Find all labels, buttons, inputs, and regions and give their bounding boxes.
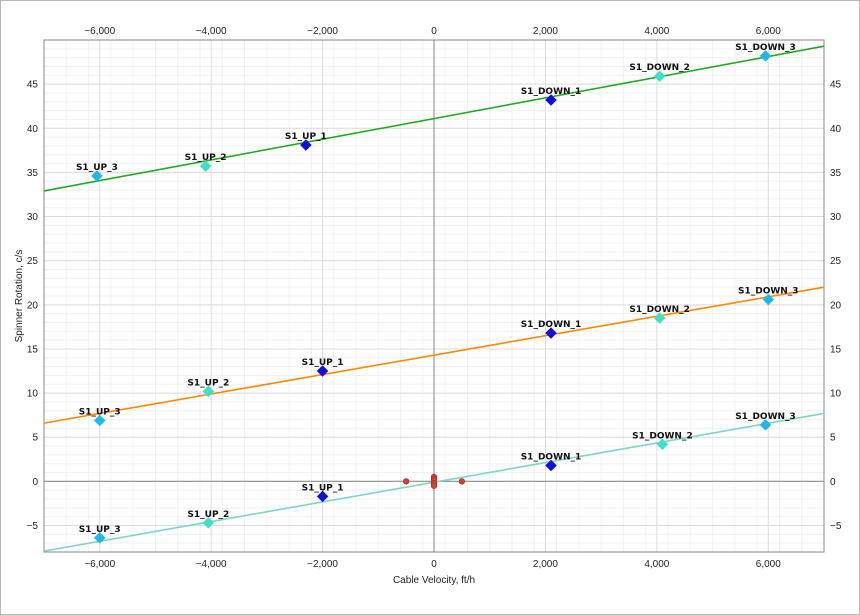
- x-tick-label-top: 2,000: [533, 26, 558, 37]
- diamond-marker: [202, 385, 215, 398]
- y-tick-label-left: 20: [27, 300, 39, 311]
- point-label: S1_DOWN_1: [521, 452, 582, 462]
- x-tick-label-top: 6,000: [756, 26, 781, 37]
- y-tick-label-left: 25: [27, 256, 39, 267]
- point-label: S1_UP_3: [79, 525, 121, 535]
- x-tick-label-top: 0: [431, 26, 437, 37]
- diamond-marker: [199, 160, 212, 173]
- point-label: S1_UP_2: [185, 153, 227, 163]
- y-tick-label-right: 5: [830, 433, 836, 444]
- diamond-marker: [300, 139, 312, 151]
- y-tick-label-left: 45: [27, 80, 39, 91]
- y-tick-label-right: 40: [830, 124, 842, 135]
- x-tick-label-top: −2,000: [307, 26, 338, 37]
- x-tick-label-bottom: 4,000: [644, 559, 669, 570]
- point-label: S1_UP_2: [187, 510, 229, 520]
- diamond-marker: [653, 312, 666, 324]
- zero-flow-point: [403, 478, 410, 485]
- x-tick-label-bottom: −6,000: [84, 559, 115, 570]
- point-label: S1_UP_1: [302, 483, 344, 493]
- diamond-marker: [93, 414, 106, 427]
- y-tick-label-right: 35: [830, 168, 842, 179]
- point-label: S1_UP_2: [187, 378, 229, 388]
- y-tick-label-right: 15: [830, 344, 842, 355]
- diamond-marker: [545, 94, 557, 106]
- point-label: S1_DOWN_2: [632, 431, 693, 441]
- diamond-marker: [316, 365, 329, 377]
- y-tick-label-right: −5: [830, 521, 842, 532]
- diamond-marker: [202, 517, 215, 529]
- y-tick-label-left: 5: [32, 433, 38, 444]
- y-axis-title: Spinner Rotation, c/s: [14, 250, 25, 343]
- point-label: S1_DOWN_3: [735, 412, 796, 422]
- y-tick-label-left: 10: [27, 389, 39, 400]
- plot-area: [43, 39, 825, 553]
- y-tick-label-left: 0: [32, 477, 38, 488]
- diamond-marker: [93, 532, 106, 544]
- diamond-marker: [91, 170, 103, 182]
- x-tick-label-bottom: 6,000: [756, 559, 781, 570]
- tick-labels: −6,000 −6,000 −4,000 −4,000 −2,000 −2,000 0 0 2,…: [27, 26, 842, 570]
- y-tick-label-right: 10: [830, 389, 842, 400]
- point-label: S1_DOWN_3: [735, 43, 796, 53]
- x-tick-label-bottom: 2,000: [533, 559, 558, 570]
- point-label: S1_DOWN_1: [521, 87, 582, 97]
- diamond-marker: [316, 490, 329, 503]
- x-axis-title: Cable Velocity, ft/h: [393, 575, 475, 586]
- point-label: S1_DOWN_1: [521, 320, 582, 330]
- diamond-marker: [656, 438, 669, 451]
- diamond-marker: [545, 327, 557, 339]
- x-tick-label-top: 4,000: [644, 26, 669, 37]
- y-tick-label-right: 0: [830, 477, 836, 488]
- diamond-marker: [759, 50, 772, 62]
- data-markers: S1_UP_3 S1_UP_2 S1_UP_1 S1_DOWN_1 S1_DOWN_2 S…: [76, 43, 799, 544]
- fit-line: [43, 45, 825, 192]
- point-label: S1_UP_1: [302, 358, 344, 368]
- diamond-marker: [762, 293, 775, 306]
- point-label: S1_DOWN_2: [629, 63, 690, 73]
- point-label: S1_UP_3: [76, 163, 118, 173]
- diamond-marker: [759, 419, 772, 431]
- y-tick-label-left: 40: [27, 124, 39, 135]
- y-tick-label-left: −5: [27, 521, 39, 532]
- diamond-marker: [653, 70, 666, 83]
- y-tick-label-left: 35: [27, 168, 39, 179]
- y-tick-label-left: 30: [27, 212, 39, 223]
- diamond-marker: [545, 459, 557, 472]
- y-tick-label-right: 30: [830, 212, 842, 223]
- y-tick-label-right: 20: [830, 300, 842, 311]
- point-label: S1_DOWN_2: [629, 305, 690, 315]
- point-label: S1_DOWN_3: [738, 287, 799, 297]
- fit-line: [43, 286, 825, 424]
- zero-flow-point: [430, 482, 438, 489]
- x-tick-label-bottom: −4,000: [196, 559, 227, 570]
- point-label: S1_UP_3: [79, 407, 121, 417]
- y-tick-label-right: 25: [830, 256, 842, 267]
- y-tick-label-right: 45: [830, 80, 842, 91]
- y-tick-label-left: 15: [27, 344, 39, 355]
- x-tick-label-top: −6,000: [84, 26, 115, 37]
- point-label: S1_UP_1: [285, 132, 327, 142]
- zero-flow-point: [458, 478, 465, 485]
- x-tick-label-bottom: −2,000: [307, 559, 338, 570]
- x-tick-label-bottom: 0: [431, 559, 437, 570]
- x-tick-label-top: −4,000: [196, 26, 227, 37]
